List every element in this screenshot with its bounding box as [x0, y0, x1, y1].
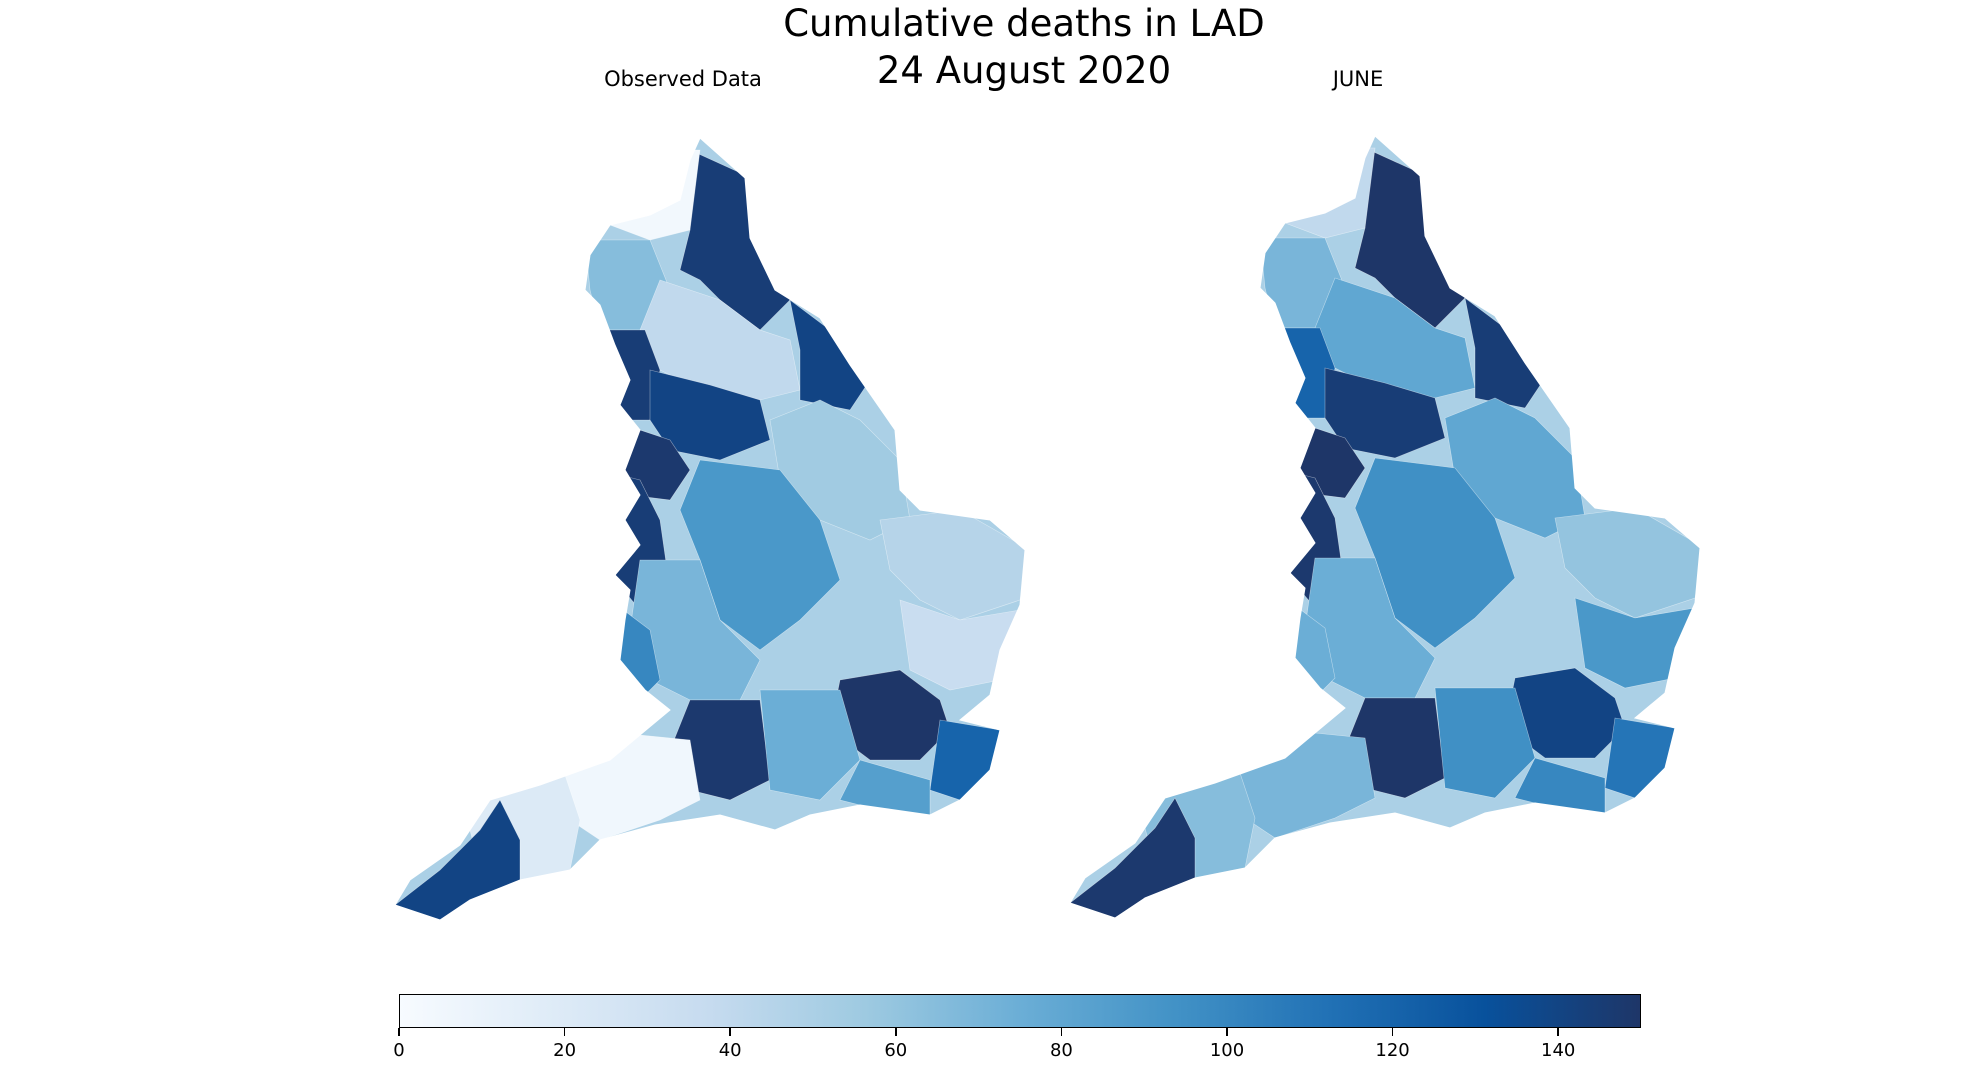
observed-region-west-yorkshire	[649, 369, 771, 461]
figure-title-line-2: 24 August 2020	[876, 49, 1172, 92]
june-region-east-yorkshire	[1464, 297, 1546, 409]
june-region-kent	[1604, 717, 1676, 799]
observed-region-kent	[929, 719, 1001, 801]
june-region-west-yorkshire	[1324, 367, 1446, 459]
june-region-south-central	[1434, 687, 1536, 799]
observed-region-east-midlands	[679, 459, 841, 651]
observed-region-somerset	[559, 734, 701, 841]
june-region-east-midlands	[1354, 457, 1516, 649]
panel-title-observed: Observed Data	[604, 67, 762, 91]
observed-region-south-central	[759, 689, 861, 801]
observed-region-cornwall	[395, 799, 521, 920]
june-region-cornwall	[1070, 797, 1196, 918]
panel-title-june: JUNE	[1332, 67, 1384, 91]
june-region-somerset	[1234, 732, 1376, 839]
figure-title-line-1: Cumulative deaths in LAD	[783, 2, 1265, 45]
colorbar	[399, 994, 1641, 1028]
figure-title: Cumulative deaths in LAD 24 August 2020	[0, 0, 1974, 94]
observed-region-east-yorkshire	[789, 299, 871, 411]
